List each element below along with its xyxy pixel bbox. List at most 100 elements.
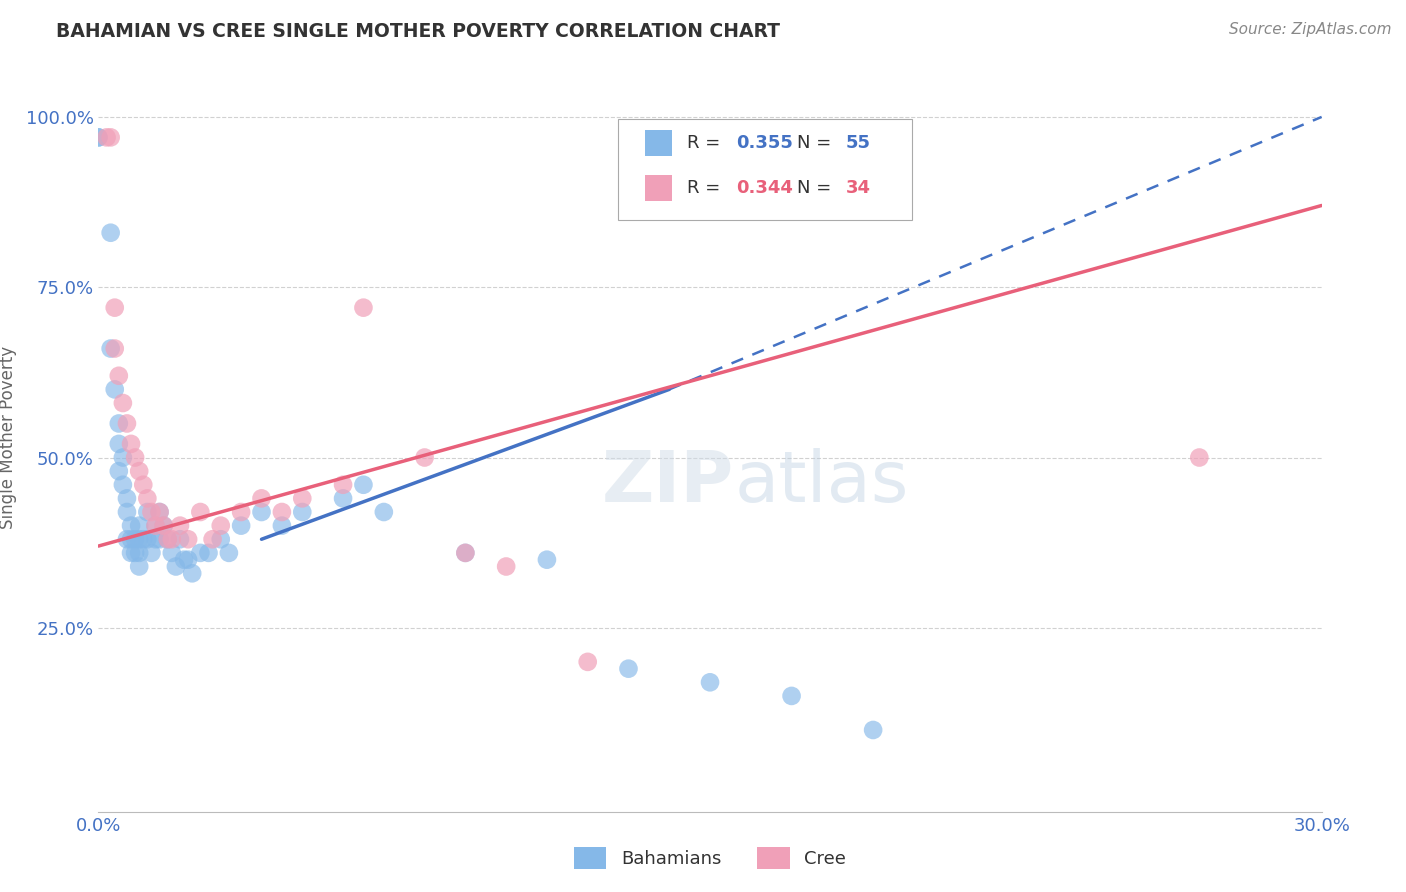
Point <box>120 546 142 560</box>
Point <box>124 450 146 465</box>
Point <box>115 491 138 506</box>
Point <box>128 518 150 533</box>
Point <box>231 505 253 519</box>
Point <box>152 518 174 533</box>
Point <box>128 464 150 478</box>
Point <box>100 130 122 145</box>
Point <box>173 552 195 566</box>
Point <box>160 546 183 560</box>
Point <box>291 491 314 506</box>
Point <box>87 130 110 145</box>
Point <box>100 342 122 356</box>
Point <box>115 505 138 519</box>
Point <box>149 505 172 519</box>
Point <box>108 437 131 451</box>
Point <box>218 546 240 560</box>
Point <box>115 533 138 547</box>
Point <box>352 301 374 315</box>
Point <box>780 689 803 703</box>
Point <box>332 491 354 506</box>
Point <box>128 559 150 574</box>
Point <box>536 552 558 566</box>
Point <box>156 533 179 547</box>
Point <box>96 130 118 145</box>
Point <box>108 464 131 478</box>
Text: N =: N = <box>797 134 837 152</box>
Point <box>454 546 477 560</box>
Point <box>100 226 122 240</box>
FancyBboxPatch shape <box>619 119 912 219</box>
Point <box>352 477 374 491</box>
Text: BAHAMIAN VS CREE SINGLE MOTHER POVERTY CORRELATION CHART: BAHAMIAN VS CREE SINGLE MOTHER POVERTY C… <box>56 22 780 41</box>
Point <box>120 437 142 451</box>
Point <box>136 491 159 506</box>
FancyBboxPatch shape <box>645 130 672 156</box>
Point <box>1188 450 1211 465</box>
Point <box>141 505 163 519</box>
Point <box>120 533 142 547</box>
Point <box>115 417 138 431</box>
Point <box>145 533 167 547</box>
Text: R =: R = <box>686 179 725 197</box>
Point <box>231 518 253 533</box>
Point <box>136 533 159 547</box>
Point <box>145 518 167 533</box>
Point <box>128 533 150 547</box>
Point <box>413 450 436 465</box>
Y-axis label: Single Mother Poverty: Single Mother Poverty <box>0 345 17 529</box>
Point <box>576 655 599 669</box>
Point <box>197 546 219 560</box>
Point <box>124 546 146 560</box>
Point <box>209 533 232 547</box>
Point <box>111 477 134 491</box>
Point <box>111 396 134 410</box>
Point <box>188 546 212 560</box>
Text: atlas: atlas <box>734 448 908 516</box>
Point <box>165 559 187 574</box>
Text: 0.344: 0.344 <box>735 179 793 197</box>
Point <box>108 417 131 431</box>
Point <box>181 566 204 581</box>
Point <box>87 130 110 145</box>
Point <box>291 505 314 519</box>
Point <box>132 477 155 491</box>
Point <box>250 491 273 506</box>
Point <box>332 477 354 491</box>
Point <box>145 518 167 533</box>
Point <box>111 450 134 465</box>
Point <box>373 505 395 519</box>
Point <box>169 518 191 533</box>
Point <box>250 505 273 519</box>
Point <box>177 552 200 566</box>
Point <box>108 368 131 383</box>
Point <box>152 518 174 533</box>
Point <box>156 533 179 547</box>
Point <box>699 675 721 690</box>
Point <box>149 533 172 547</box>
FancyBboxPatch shape <box>645 175 672 201</box>
Point <box>862 723 884 737</box>
Point <box>104 301 127 315</box>
Text: 0.355: 0.355 <box>735 134 793 152</box>
Point <box>120 518 142 533</box>
Point <box>160 533 183 547</box>
Point <box>128 546 150 560</box>
Point <box>104 383 127 397</box>
Point <box>270 505 294 519</box>
Point <box>188 505 212 519</box>
Text: ZIP: ZIP <box>602 448 734 516</box>
Point <box>169 533 191 547</box>
Text: N =: N = <box>797 179 837 197</box>
Point <box>149 505 172 519</box>
Point <box>141 546 163 560</box>
Point <box>201 533 224 547</box>
Text: Source: ZipAtlas.com: Source: ZipAtlas.com <box>1229 22 1392 37</box>
Point <box>209 518 232 533</box>
Point <box>454 546 477 560</box>
Legend: Bahamians, Cree: Bahamians, Cree <box>565 838 855 878</box>
Point <box>495 559 517 574</box>
Text: R =: R = <box>686 134 725 152</box>
Point <box>270 518 294 533</box>
Point <box>124 533 146 547</box>
Text: 34: 34 <box>846 179 870 197</box>
